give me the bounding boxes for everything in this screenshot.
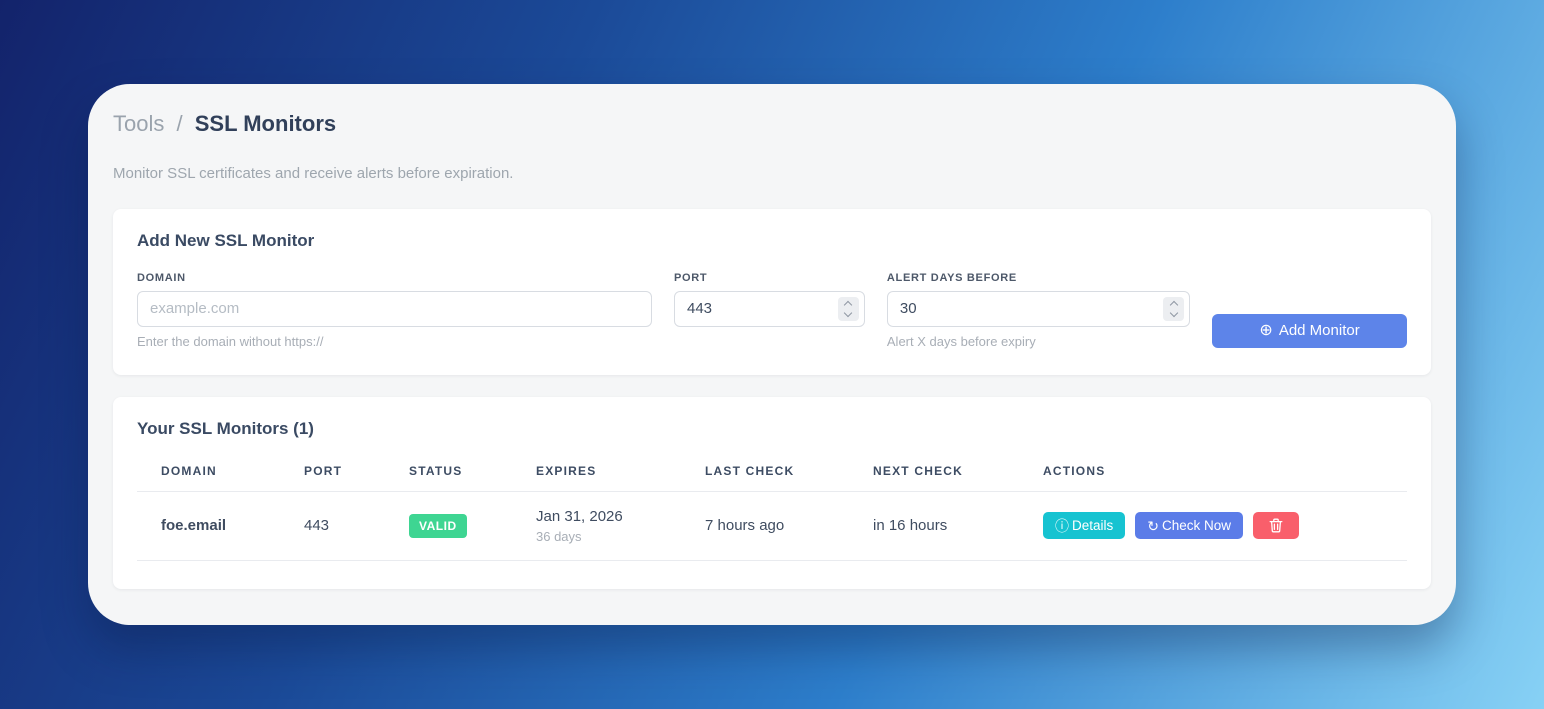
details-button-label: Details: [1072, 518, 1114, 534]
stepper-down-icon[interactable]: [844, 308, 853, 317]
info-circle-icon: ⓘ: [1055, 517, 1069, 534]
domain-label: DOMAIN: [137, 271, 186, 284]
main-panel: Tools / SSL Monitors Monitor SSL certifi…: [88, 84, 1456, 625]
monitor-domain: foe.email: [137, 491, 304, 561]
details-button[interactable]: ⓘ Details: [1043, 512, 1126, 540]
table-header-row: DOMAIN PORT STATUS EXPIRES LAST CHECK NE…: [137, 453, 1407, 492]
status-badge: VALID: [409, 513, 467, 538]
monitors-table: DOMAIN PORT STATUS EXPIRES LAST CHECK NE…: [137, 453, 1407, 561]
breadcrumb: Tools / SSL Monitors: [113, 110, 1431, 139]
check-now-button[interactable]: ↻ Check Now: [1135, 512, 1244, 540]
row-actions: ⓘ Details ↻ Check Now: [1043, 512, 1399, 540]
alert-days-label: ALERT DAYS BEFORE: [886, 271, 1017, 284]
header-domain: DOMAIN: [137, 453, 304, 492]
port-stepper[interactable]: [837, 296, 859, 321]
next-check-time: in 16 hours: [873, 491, 1043, 561]
domain-input[interactable]: [137, 290, 652, 327]
domain-hint: Enter the domain without https://: [137, 333, 324, 349]
alert-days-hint: Alert X days before expiry: [886, 333, 1036, 349]
port-label: PORT: [674, 271, 708, 284]
alert-days-stepper[interactable]: [1163, 296, 1185, 321]
stepper-up-icon[interactable]: [844, 300, 853, 309]
header-port: PORT: [304, 453, 409, 492]
monitor-port: 443: [304, 491, 409, 561]
header-expires: EXPIRES: [536, 453, 705, 492]
monitors-list-card: Your SSL Monitors (1) DOMAIN PORT STATUS…: [113, 396, 1431, 589]
header-status: STATUS: [409, 453, 536, 492]
header-next-check: NEXT CHECK: [873, 453, 1043, 492]
expires-days-remaining: 36 days: [536, 528, 582, 544]
delete-button[interactable]: [1253, 512, 1300, 540]
add-monitor-button[interactable]: ⊕ Add Monitor: [1212, 313, 1407, 348]
refresh-icon: ↻: [1147, 517, 1159, 534]
breadcrumb-tools-link[interactable]: Tools: [113, 111, 165, 136]
port-input[interactable]: [674, 290, 865, 327]
page-subtitle: Monitor SSL certificates and receive ale…: [113, 164, 514, 182]
table-row: foe.email 443 VALID Jan 31, 2026 36 days…: [137, 491, 1407, 561]
alert-days-input[interactable]: [886, 290, 1191, 327]
last-check-time: 7 hours ago: [705, 491, 873, 561]
add-monitor-card: Add New SSL Monitor DOMAIN Enter the dom…: [113, 208, 1431, 375]
monitors-list-title: Your SSL Monitors (1): [137, 418, 314, 438]
circle-plus-icon: ⊕: [1259, 321, 1273, 339]
alert-days-field-group: ALERT DAYS BEFORE Alert X days before ex…: [886, 271, 1191, 349]
domain-field-group: DOMAIN Enter the domain without https://: [137, 272, 652, 349]
add-monitor-form: DOMAIN Enter the domain without https://…: [137, 272, 1407, 349]
header-actions: ACTIONS: [1043, 453, 1407, 492]
add-monitor-title: Add New SSL Monitor: [137, 230, 315, 250]
stepper-down-icon[interactable]: [1169, 308, 1178, 317]
check-now-button-label: Check Now: [1162, 518, 1232, 534]
port-field-group: PORT: [674, 272, 865, 327]
breadcrumb-separator: /: [176, 111, 183, 136]
expires-date: Jan 31, 2026: [536, 507, 623, 525]
add-monitor-button-label: Add Monitor: [1278, 322, 1360, 340]
header-last-check: LAST CHECK: [705, 453, 873, 492]
trash-icon: [1269, 518, 1283, 533]
page-title: SSL Monitors: [194, 111, 337, 136]
